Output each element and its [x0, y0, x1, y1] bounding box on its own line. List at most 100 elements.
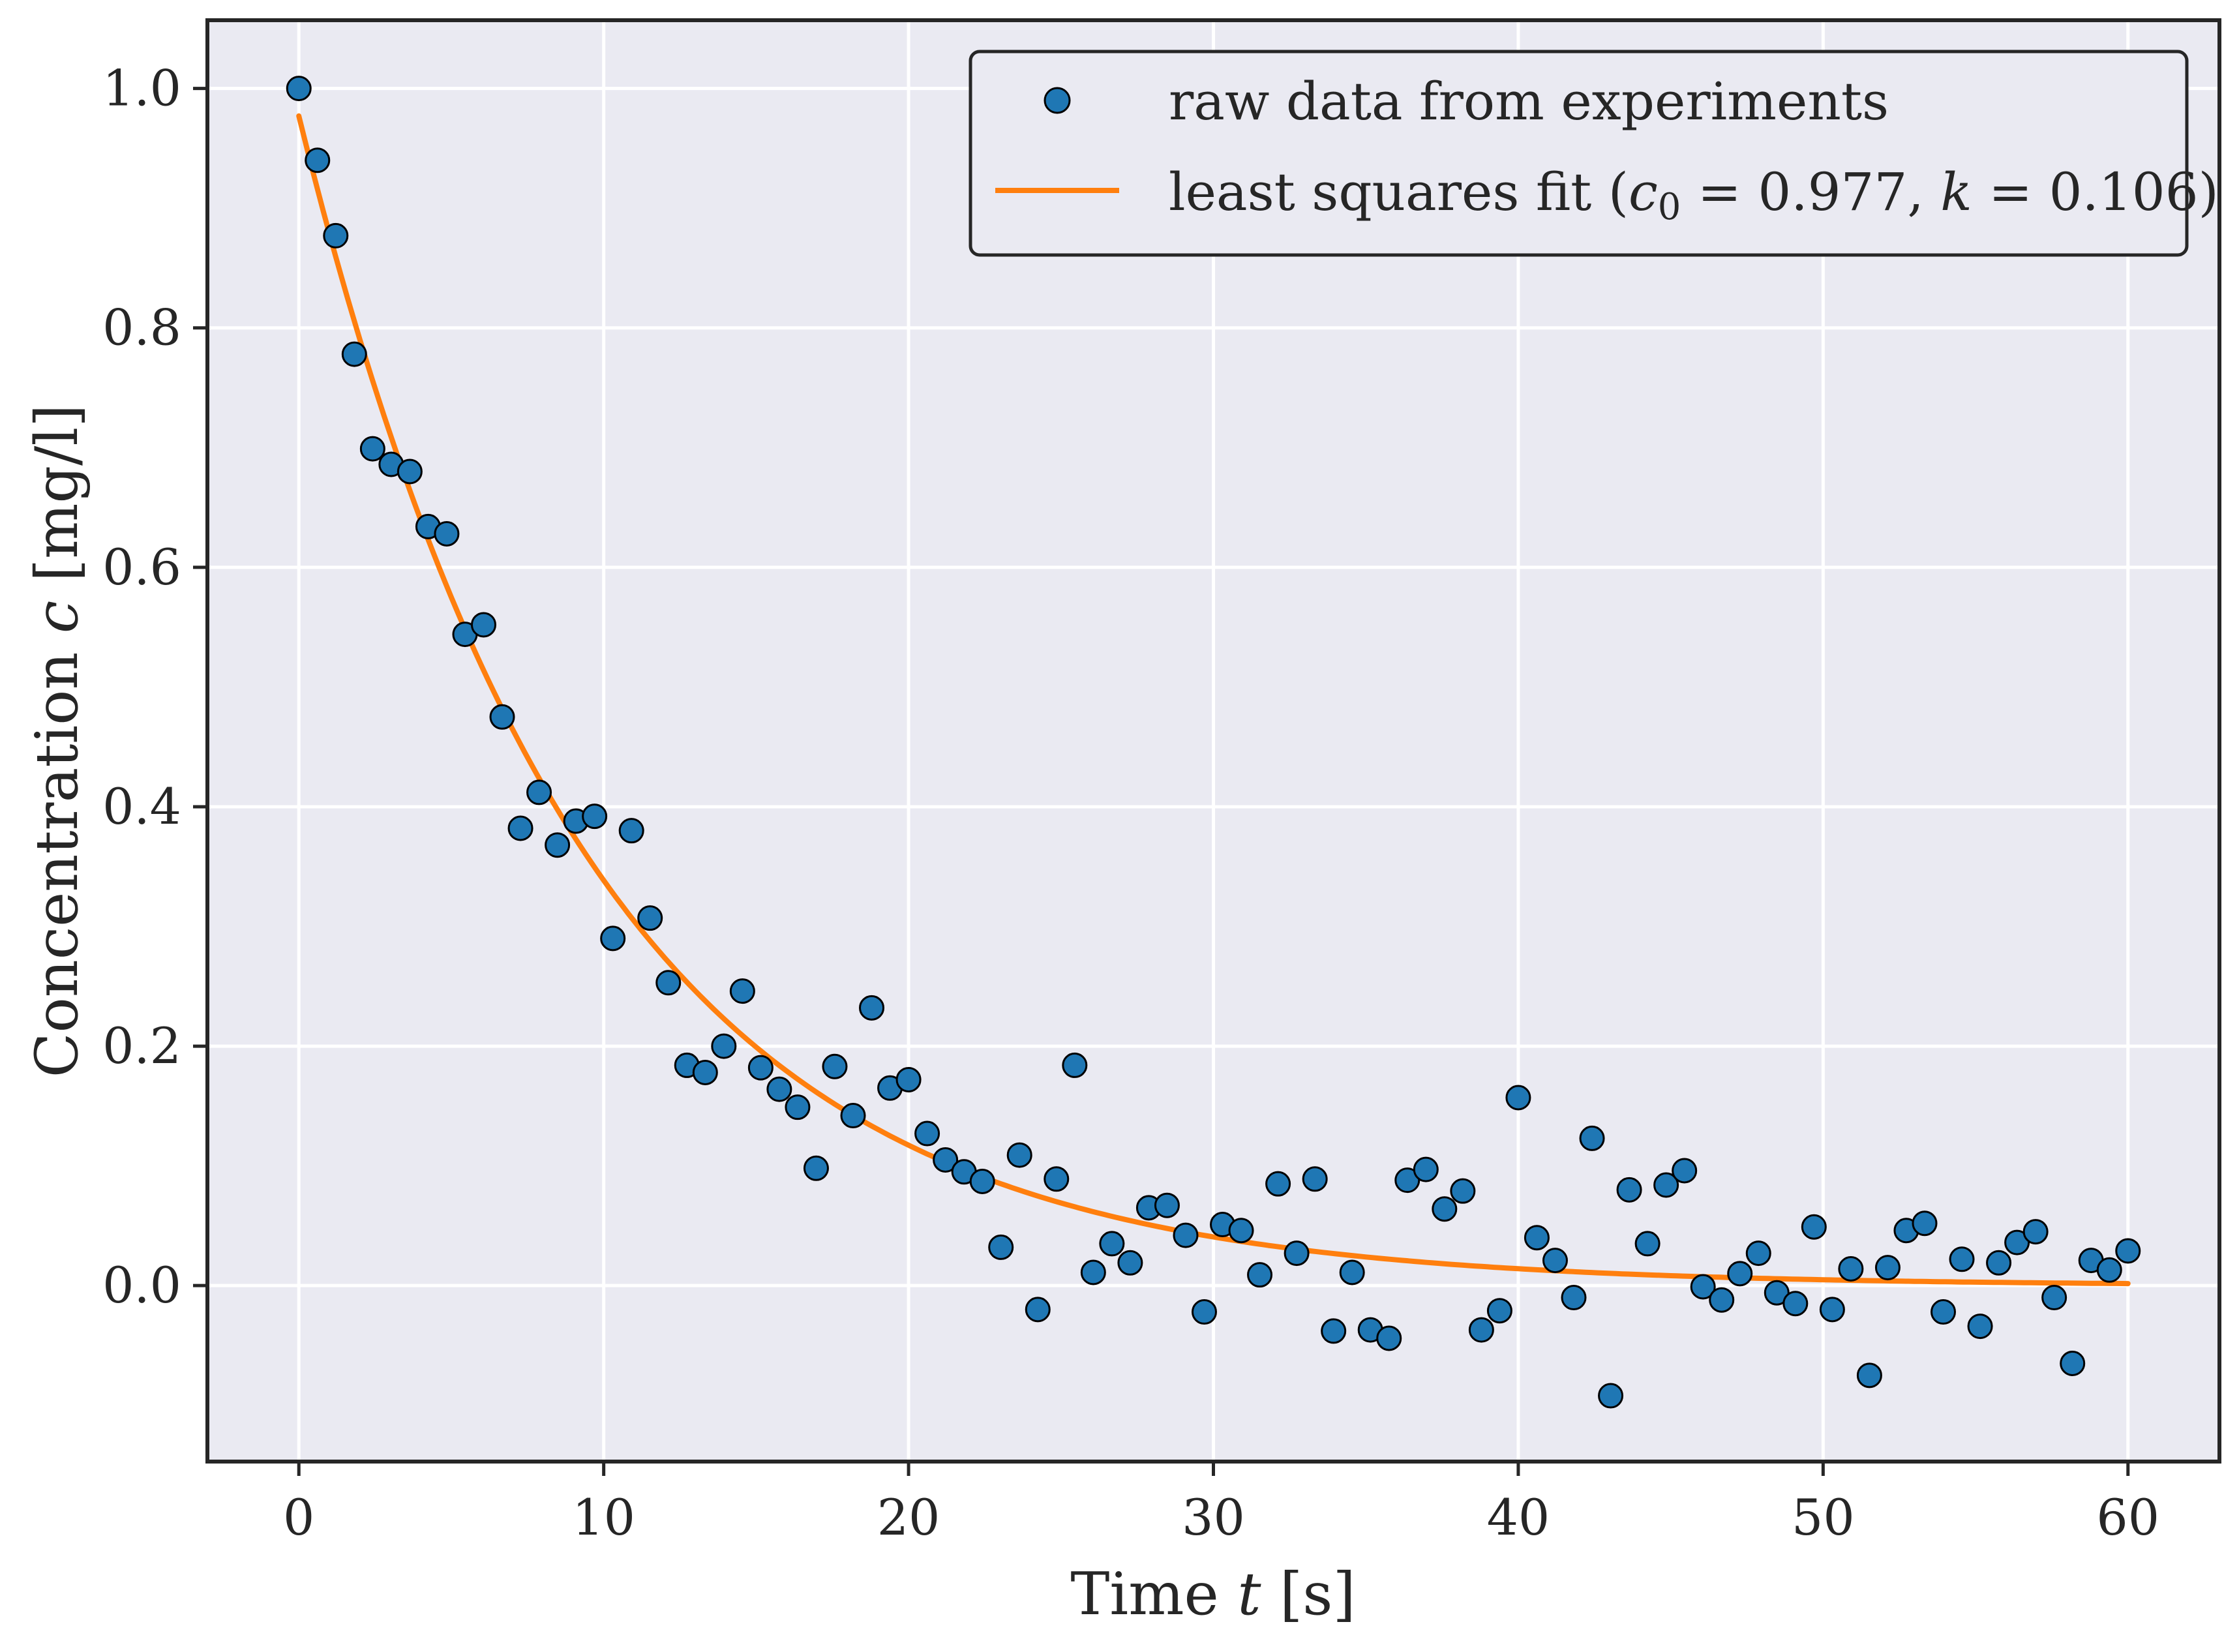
scatter-points [286, 76, 2141, 1409]
y-ticks: 0.0 0.2 0.4 0.6 0.8 1.0 [102, 59, 207, 1314]
data-point [1191, 1299, 1217, 1325]
data-point [1874, 1255, 1901, 1281]
data-point [1468, 1317, 1494, 1343]
data-point [822, 1053, 848, 1079]
data-point [1524, 1225, 1550, 1251]
data-point [766, 1076, 792, 1102]
data-point [1745, 1240, 1771, 1267]
data-point [600, 925, 626, 952]
data-point [1044, 1166, 1070, 1192]
data-point [1486, 1298, 1512, 1324]
x-ticks: 0 10 20 30 40 50 60 [283, 1462, 2159, 1546]
data-point [2022, 1219, 2049, 1245]
data-point [1949, 1246, 1975, 1272]
x-tick-label: 0 [283, 1488, 314, 1546]
data-point [1634, 1231, 1660, 1257]
data-point [1432, 1196, 1458, 1222]
data-point [1579, 1125, 1605, 1151]
data-point [323, 222, 349, 248]
data-point [1801, 1214, 1827, 1240]
data-point [1967, 1314, 1993, 1340]
data-point [1542, 1248, 1568, 1274]
data-point [1727, 1261, 1753, 1287]
data-point [1284, 1240, 1310, 1267]
data-point [507, 815, 533, 841]
data-point [1598, 1383, 1624, 1409]
data-point [747, 1055, 774, 1081]
data-point [305, 147, 331, 173]
legend-label-scatter: raw data from experiments [1169, 71, 1889, 132]
data-point [1154, 1192, 1180, 1218]
data-point [1616, 1177, 1642, 1203]
data-point [1819, 1297, 1845, 1323]
y-tick-label: 1.0 [102, 59, 181, 117]
data-point [711, 1033, 737, 1059]
data-point [2004, 1229, 2030, 1255]
data-point [470, 612, 496, 638]
data-point [2060, 1350, 2086, 1376]
y-tick-label: 0.6 [102, 538, 181, 596]
data-point [1856, 1362, 1882, 1389]
data-point [1062, 1052, 1088, 1078]
data-point [1247, 1262, 1273, 1288]
data-point [895, 1066, 922, 1092]
data-point [2096, 1257, 2122, 1283]
data-point [1321, 1318, 1347, 1344]
data-point [1117, 1250, 1143, 1276]
legend-marker-scatter [1044, 87, 1071, 114]
data-point [1931, 1299, 1957, 1325]
data-point [859, 995, 885, 1021]
data-point [1782, 1291, 1809, 1317]
data-point [803, 1155, 829, 1181]
data-point [489, 704, 515, 730]
data-point [434, 520, 460, 547]
data-point [1339, 1259, 1365, 1285]
data-point [1986, 1250, 2012, 1276]
data-point [1672, 1158, 1698, 1184]
data-point [359, 436, 385, 462]
data-point [2115, 1238, 2141, 1264]
data-point [1450, 1178, 1476, 1204]
y-tick-label: 0.2 [102, 1017, 181, 1075]
x-axis-label: Time t [s] [1070, 1560, 1355, 1629]
data-point [692, 1059, 718, 1085]
data-point [637, 905, 663, 931]
y-axis-label: Concentration c [mg/l] [23, 404, 91, 1078]
data-point [1413, 1156, 1439, 1182]
x-tick-label: 60 [2096, 1488, 2159, 1546]
data-point [1709, 1287, 1735, 1313]
data-point [526, 779, 552, 805]
data-point [1228, 1218, 1254, 1244]
data-point [1099, 1231, 1125, 1257]
data-point [729, 978, 755, 1004]
data-point [1025, 1297, 1051, 1323]
data-point [1505, 1085, 1531, 1111]
data-point [1302, 1166, 1328, 1192]
fit-line [296, 113, 2131, 1287]
data-point [1080, 1259, 1106, 1285]
data-point [286, 76, 312, 102]
data-point [1653, 1172, 1679, 1198]
data-point [1394, 1167, 1420, 1194]
legend-label-fit: least squares fit (c0 = 0.977, k = 0.106… [1169, 162, 2219, 228]
data-point [1561, 1285, 1587, 1311]
x-tick-label: 20 [877, 1488, 940, 1546]
y-tick-label: 0.0 [102, 1256, 181, 1314]
data-point [1173, 1222, 1199, 1248]
data-point [618, 818, 644, 844]
data-point [1006, 1142, 1032, 1168]
data-point [785, 1094, 811, 1120]
data-point [1764, 1280, 1790, 1306]
data-point [914, 1120, 940, 1147]
data-point [840, 1103, 866, 1129]
x-tick-label: 40 [1487, 1488, 1550, 1546]
data-point [1265, 1171, 1291, 1197]
data-point [655, 970, 682, 996]
data-point [933, 1147, 959, 1173]
data-point [1912, 1210, 1938, 1237]
data-point [1690, 1274, 1716, 1300]
data-point [969, 1168, 995, 1194]
y-tick-label: 0.8 [102, 299, 181, 357]
data-point [2041, 1285, 2067, 1311]
